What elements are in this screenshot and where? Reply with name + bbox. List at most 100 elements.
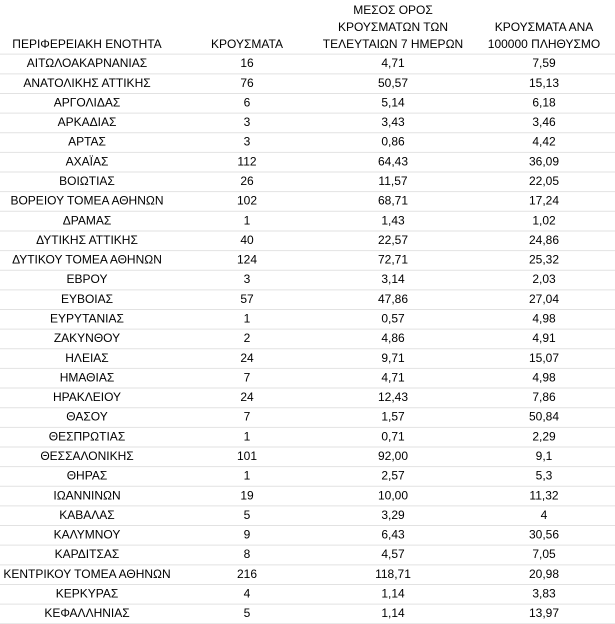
table-cell: ΚΕΝΤΡΙΚΟΥ ΤΟΜΕΑ ΑΘΗΝΩΝ (3, 567, 170, 581)
table-cell: 118,71 (375, 567, 411, 581)
table-cell: 0,57 (381, 311, 405, 325)
table-cell: 22,57 (378, 233, 408, 247)
table-cell: 9,1 (536, 449, 553, 463)
table-cell: ΚΑΡΔΙΤΣΑΣ (55, 547, 120, 561)
table-cell: 1 (244, 429, 251, 443)
table-cell: 8 (244, 547, 251, 561)
table-cell: 3,14 (381, 272, 405, 286)
table-cell: 0,71 (381, 429, 405, 443)
table-cell: ΕΥΡΥΤΑΝΙΑΣ (50, 311, 124, 325)
table-cell: 1 (244, 311, 251, 325)
table-cell: 19 (240, 488, 254, 502)
table-cell: 50,84 (529, 410, 559, 424)
table-cell: ΘΗΡΑΣ (67, 469, 108, 483)
table-cell: 24 (240, 351, 254, 365)
table-cell: 6,43 (381, 528, 405, 542)
table-cell: 9 (244, 528, 251, 542)
table-cell: 24,86 (529, 233, 559, 247)
table-cell: 0,86 (381, 135, 405, 149)
table-cell: 3 (244, 135, 251, 149)
table-cell: 76 (240, 76, 254, 90)
table-cell: 15,13 (529, 76, 559, 90)
table-cell: 9,71 (381, 351, 405, 365)
table-cell: 92,00 (378, 449, 408, 463)
table-cell: 7,59 (532, 56, 556, 70)
table-cell: ΚΑΛΥΜΝΟΥ (54, 528, 121, 542)
table-cell: 5 (244, 606, 251, 620)
table-cell: ΑΧΑΪΑΣ (66, 154, 109, 168)
table-cell: 4 (541, 508, 548, 522)
header-cell: ΚΡΟΥΣΜΑΤΩΝ ΤΩΝ (338, 20, 448, 34)
table-cell: 30,56 (529, 528, 559, 542)
table-cell: 1 (244, 213, 251, 227)
table-cell: ΗΛΕΙΑΣ (65, 351, 108, 365)
table-cell: 3 (244, 115, 251, 129)
table-cell: 4 (244, 586, 251, 600)
table-cell: 12,43 (378, 390, 408, 404)
table-cell: ΗΜΑΘΙΑΣ (60, 370, 115, 384)
table-cell: ΘΕΣΣΑΛΟΝΙΚΗΣ (40, 449, 133, 463)
table-cell: ΕΥΒΟΙΑΣ (61, 292, 113, 306)
table-cell: 5 (244, 508, 251, 522)
table-cell: 7,05 (532, 547, 556, 561)
table-cell: 72,71 (378, 253, 408, 267)
table-cell: 4,57 (381, 547, 405, 561)
table-cell: ΒΟΡΕΙΟΥ ΤΟΜΕΑ ΑΘΗΝΩΝ (10, 194, 163, 208)
table-cell: 4,98 (532, 370, 556, 384)
table-cell: 4,86 (381, 331, 405, 345)
table-cell: ΚΑΒΑΛΑΣ (59, 508, 114, 522)
table-cell: 17,24 (529, 194, 559, 208)
table-cell: 10,00 (378, 488, 408, 502)
table-cell: 112 (237, 154, 256, 168)
table-cell: 4,91 (532, 331, 556, 345)
table-cell: ΔΥΤΙΚΗΣ ΑΤΤΙΚΗΣ (36, 233, 138, 247)
table-cell: 102 (237, 194, 257, 208)
header-cell: ΠΕΡΙΦΕΡΕΙΑΚΗ ΕΝΟΤΗΤΑ (12, 37, 161, 51)
table-cell: ΑΡΚΑΔΙΑΣ (58, 115, 117, 129)
table-cell: 11,57 (378, 174, 407, 188)
header-cell: ΚΡΟΥΣΜΑΤΑ ΑΝΑ (495, 20, 594, 34)
table-cell: 7 (244, 370, 251, 384)
header-cell: ΜΕΣΟΣ ΟΡΟΣ (353, 3, 433, 17)
table-cell: 4,98 (532, 311, 556, 325)
table-cell: 2 (244, 331, 251, 345)
header-cell: ΚΡΟΥΣΜΑΤΑ (211, 37, 283, 51)
table-cell: ΔΥΤΙΚΟΥ ΤΟΜΕΑ ΑΘΗΝΩΝ (12, 253, 162, 267)
table-cell: 1,57 (381, 410, 405, 424)
table-cell: ΑΙΤΩΛΟΑΚΑΡΝΑΝΙΑΣ (27, 56, 147, 70)
table-cell: 20,98 (529, 567, 559, 581)
table-cell: ΑΡΓΟΛΙΔΑΣ (54, 95, 121, 109)
table-cell: 50,57 (378, 76, 408, 90)
table-cell: ΘΑΣΟΥ (66, 410, 108, 424)
table-cell: ΑΡΤΑΣ (68, 135, 106, 149)
header-cell: 100000 ΠΛΗΘΥΣΜΟ (488, 37, 600, 51)
table-cell: 2,03 (532, 272, 556, 286)
table-cell: 26 (240, 174, 254, 188)
table-cell: 7 (244, 410, 251, 424)
table-cell: ΒΟΙΩΤΙΑΣ (59, 174, 115, 188)
table-cell: 1,02 (532, 213, 556, 227)
table-cell: 36,09 (529, 154, 559, 168)
table-cell: ΚΕΡΚΥΡΑΣ (56, 586, 119, 600)
table-cell: ΙΩΑΝΝΙΝΩΝ (53, 488, 120, 502)
table-cell: 64,43 (378, 154, 408, 168)
table-cell: ΔΡΑΜΑΣ (63, 213, 112, 227)
table-cell: 4,71 (381, 56, 405, 70)
table-cell: ΘΕΣΠΡΩΤΙΑΣ (49, 429, 125, 443)
table-cell: 1,14 (381, 606, 405, 620)
table-cell: 16 (240, 56, 254, 70)
table-cell: 216 (237, 567, 257, 581)
table-cell: ΑΝΑΤΟΛΙΚΗΣ ΑΤΤΙΚΗΣ (23, 76, 150, 90)
table-cell: 13,97 (529, 606, 559, 620)
table-cell: 57 (240, 292, 254, 306)
table-cell: 22,05 (529, 174, 559, 188)
table-cell: 6,18 (532, 95, 556, 109)
table-cell: 3,29 (381, 508, 405, 522)
table-cell: 25,32 (529, 253, 559, 267)
table-cell: 24 (240, 390, 254, 404)
table-cell: 4,71 (381, 370, 405, 384)
table-cell: 11,32 (529, 488, 558, 502)
table-cell: 5,3 (536, 469, 553, 483)
table-cell: 1,14 (381, 586, 405, 600)
table-cell: 124 (237, 253, 257, 267)
